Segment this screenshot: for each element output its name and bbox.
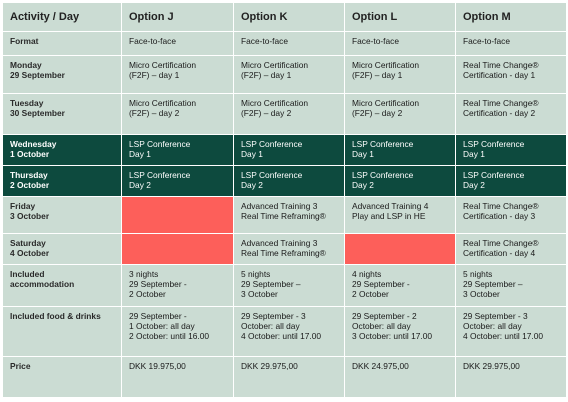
cell-friday-option-j-unavailable (122, 197, 233, 233)
cell-format-option-l: Face-to-face (345, 32, 455, 55)
cell-tuesday-option-j: Micro Certification (F2F) – day 2 (122, 94, 233, 134)
cell-saturday-option-k: Advanced Training 3 Real Time Reframing® (234, 234, 344, 264)
cell-accommodation-option-m: 5 nights 29 September – 3 October (456, 265, 566, 306)
cell-format-option-j: Face-to-face (122, 32, 233, 55)
options-table: Activity / Day Option J Option K Option … (3, 3, 566, 397)
cell-saturday-option-j-unavailable (122, 234, 233, 264)
row-label-format: Format (3, 32, 121, 55)
cell-accommodation-option-k: 5 nights 29 September – 3 October (234, 265, 344, 306)
row-label-food-drinks: Included food & drinks (3, 307, 121, 356)
cell-price-option-l: DKK 24.975,00 (345, 357, 455, 397)
cell-food-option-l: 29 September - 2 October: all day 3 Octo… (345, 307, 455, 356)
cell-monday-option-k: Micro Certification (F2F) – day 1 (234, 56, 344, 93)
row-label-accommodation: Included accommodation (3, 265, 121, 306)
cell-friday-option-k: Advanced Training 3 Real Time Reframing® (234, 197, 344, 233)
cell-wednesday-option-m: LSP Conference Day 1 (456, 135, 566, 165)
cell-accommodation-option-l: 4 nights 29 September - 2 October (345, 265, 455, 306)
cell-friday-option-l: Advanced Training 4 Play and LSP in HE (345, 197, 455, 233)
cell-friday-option-m: Real Time Change® Certification - day 3 (456, 197, 566, 233)
cell-monday-option-l: Micro Certification (F2F) – day 1 (345, 56, 455, 93)
cell-saturday-option-m: Real Time Change® Certification - day 4 (456, 234, 566, 264)
row-label-price: Price (3, 357, 121, 397)
cell-monday-option-m: Real Time Change® Certification - day 1 (456, 56, 566, 93)
row-label-saturday: Saturday 4 October (3, 234, 121, 264)
row-label-tuesday: Tuesday 30 September (3, 94, 121, 134)
row-label-thursday: Thursday 2 October (3, 166, 121, 196)
row-label-wednesday: Wednesday 1 October (3, 135, 121, 165)
cell-accommodation-option-j: 3 nights 29 September - 2 October (122, 265, 233, 306)
cell-format-option-k: Face-to-face (234, 32, 344, 55)
cell-food-option-m: 29 September - 3 October: all day 4 Octo… (456, 307, 566, 356)
cell-monday-option-j: Micro Certification (F2F) – day 1 (122, 56, 233, 93)
cell-thursday-option-l: LSP Conference Day 2 (345, 166, 455, 196)
row-label-friday: Friday 3 October (3, 197, 121, 233)
cell-tuesday-option-m: Real Time Change® Certification - day 2 (456, 94, 566, 134)
cell-thursday-option-k: LSP Conference Day 2 (234, 166, 344, 196)
cell-price-option-k: DKK 29.975,00 (234, 357, 344, 397)
cell-format-option-m: Face-to-face (456, 32, 566, 55)
cell-wednesday-option-l: LSP Conference Day 1 (345, 135, 455, 165)
cell-saturday-option-l-unavailable (345, 234, 455, 264)
cell-food-option-j: 29 September - 1 October: all day 2 Octo… (122, 307, 233, 356)
cell-thursday-option-j: LSP Conference Day 2 (122, 166, 233, 196)
cell-tuesday-option-l: Micro Certification (F2F) – day 2 (345, 94, 455, 134)
cell-food-option-k: 29 September - 3 October: all day 4 Octo… (234, 307, 344, 356)
header-option-l: Option L (345, 3, 455, 31)
header-option-m: Option M (456, 3, 566, 31)
cell-tuesday-option-k: Micro Certification (F2F) – day 2 (234, 94, 344, 134)
header-activity-day: Activity / Day (3, 3, 121, 31)
header-option-j: Option J (122, 3, 233, 31)
cell-wednesday-option-j: LSP Conference Day 1 (122, 135, 233, 165)
header-option-k: Option K (234, 3, 344, 31)
cell-price-option-m: DKK 29.975,00 (456, 357, 566, 397)
cell-wednesday-option-k: LSP Conference Day 1 (234, 135, 344, 165)
cell-thursday-option-m: LSP Conference Day 2 (456, 166, 566, 196)
cell-price-option-j: DKK 19.975,00 (122, 357, 233, 397)
row-label-monday: Monday 29 September (3, 56, 121, 93)
